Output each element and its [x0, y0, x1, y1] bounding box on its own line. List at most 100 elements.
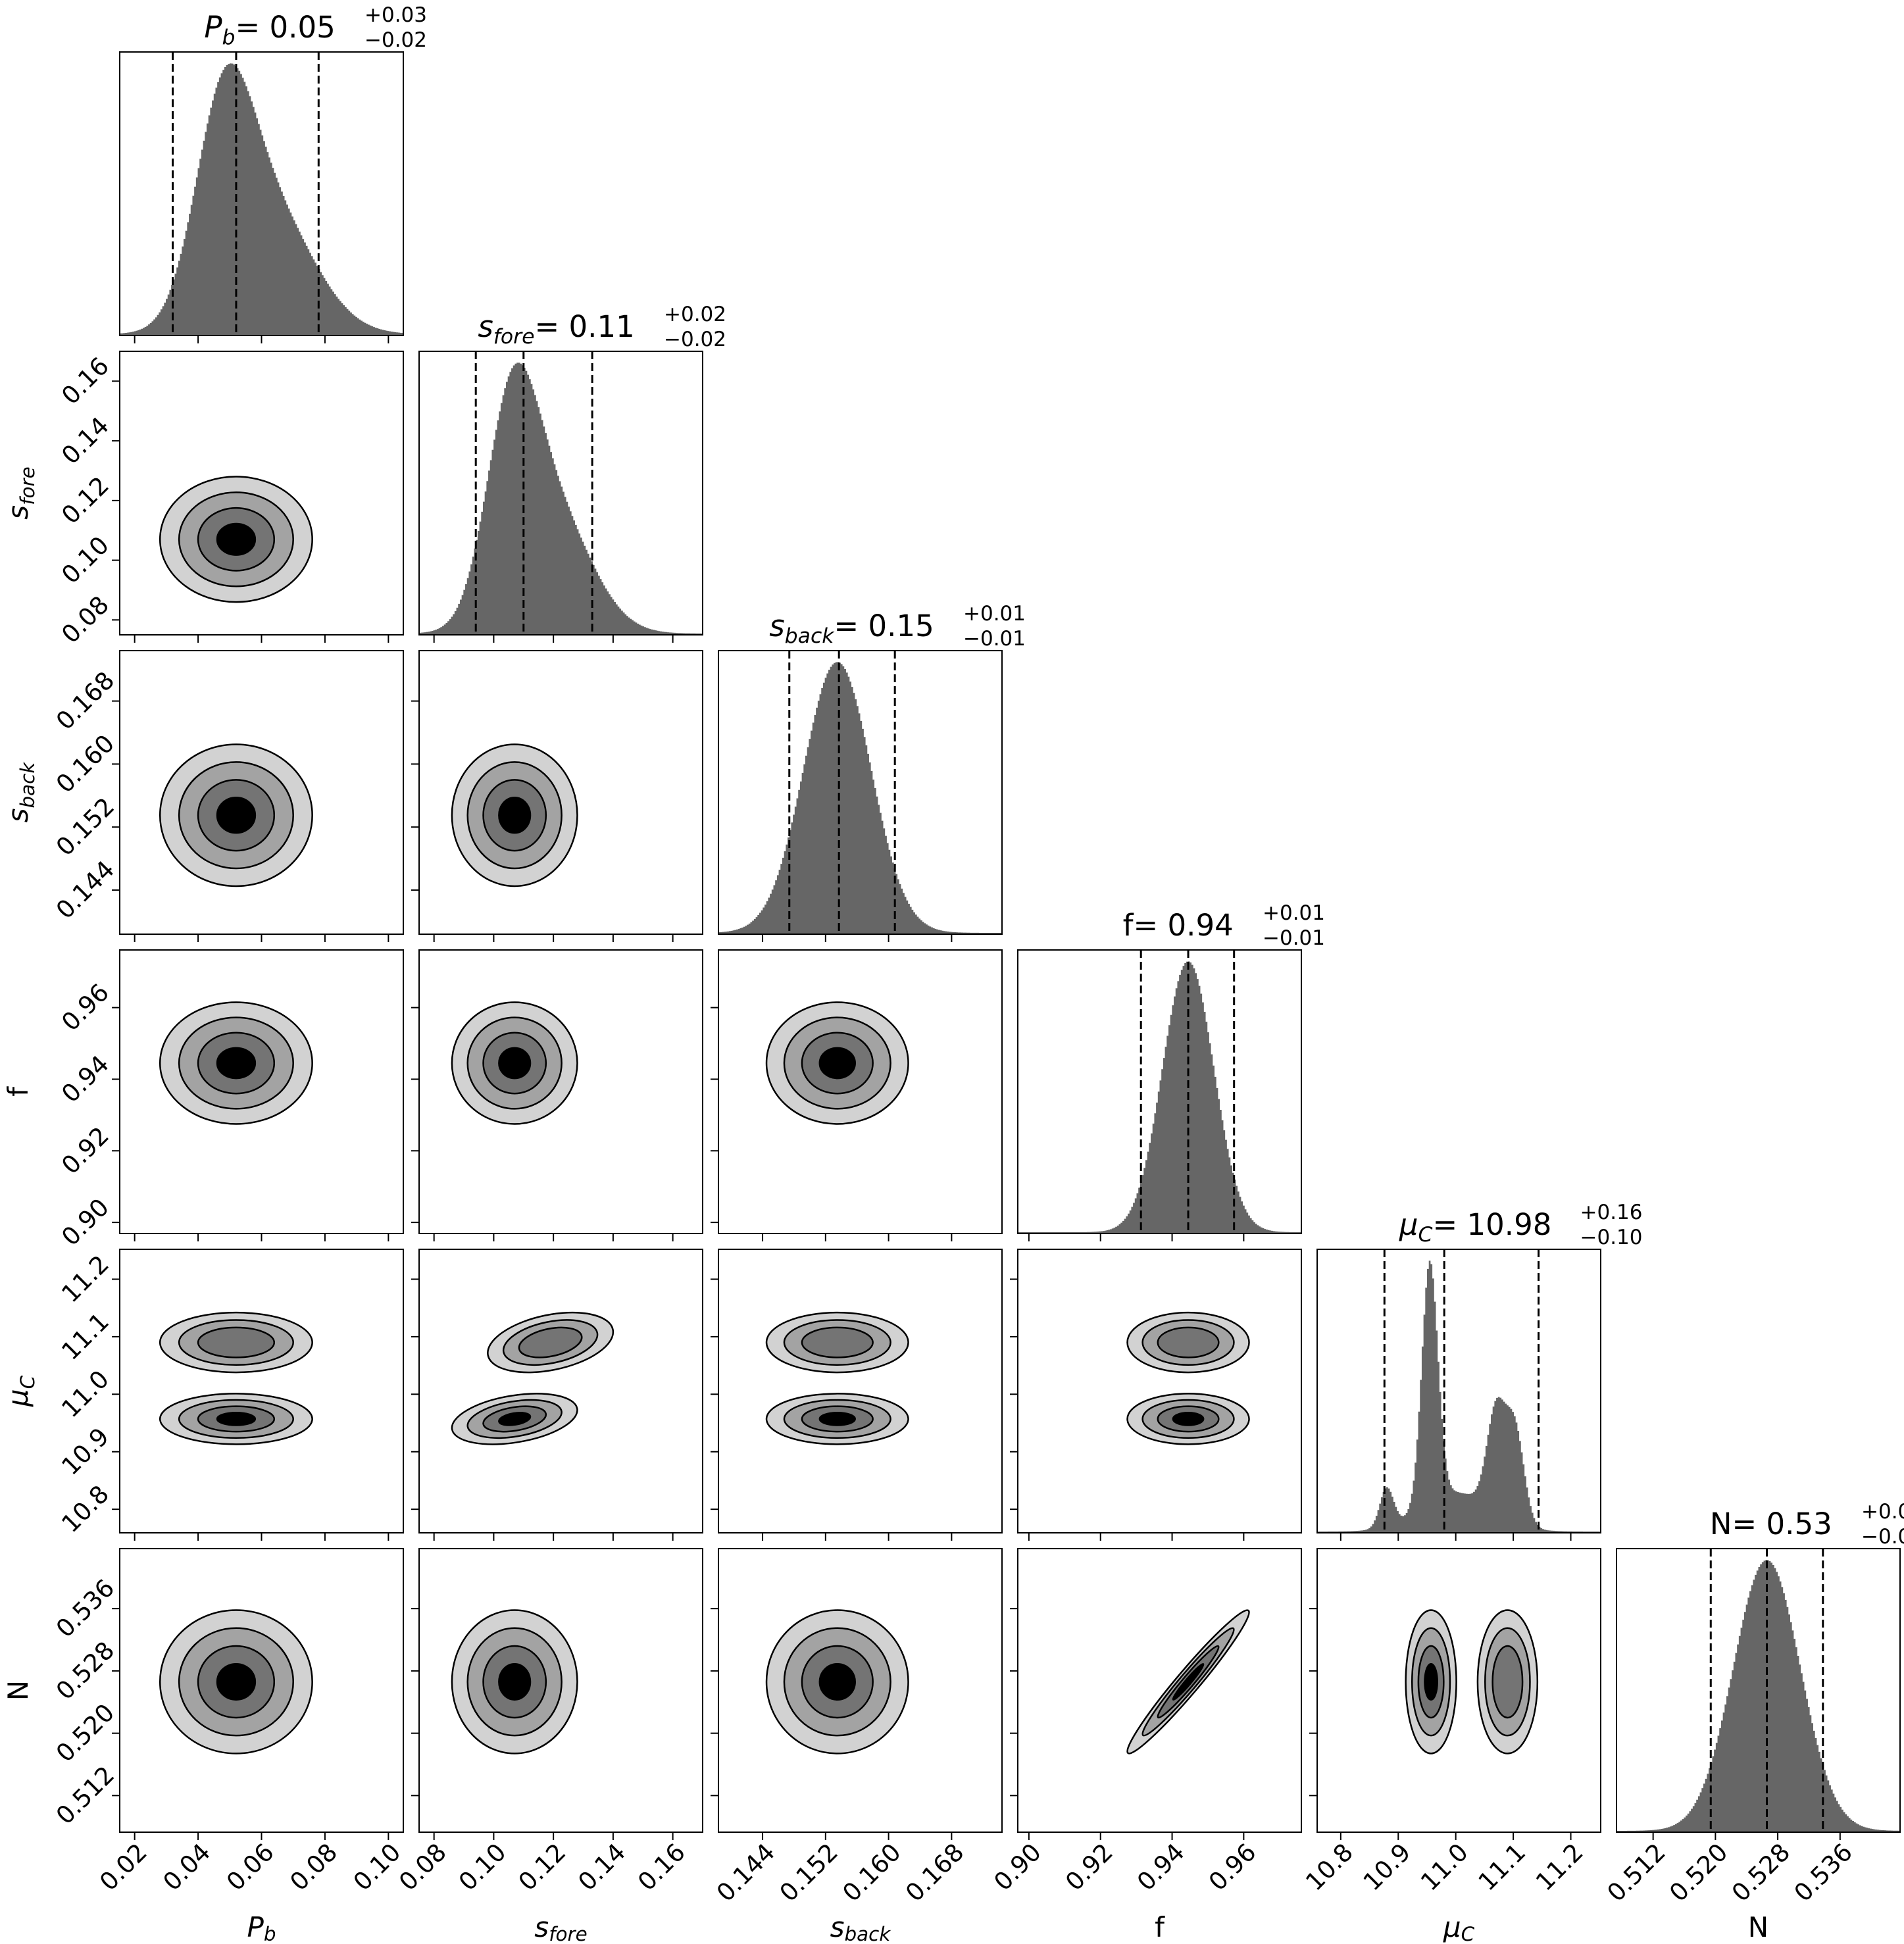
y-axis-label-mu_C-sub: C — [16, 1375, 39, 1389]
contour-level-3-mode-0 — [1172, 1412, 1205, 1426]
title-upper-error: +0.01 — [963, 602, 1026, 626]
title-label: sback — [769, 609, 835, 648]
title-label-main: s — [769, 609, 784, 643]
contour-level-3-mode-0 — [498, 1412, 532, 1426]
y-tick-label: 0.536 — [51, 1574, 120, 1643]
x-axis-label-s_back: sback — [830, 1911, 891, 1944]
title-lower-error: −0.01 — [1861, 1525, 1904, 1549]
contour-panel-s_fore-vs-f — [411, 949, 703, 1241]
x-axis-label-s_back-sub: back — [845, 1923, 891, 1944]
title-mu_C: μC = 10.98 +0.16−0.10 — [1399, 1201, 1643, 1249]
x-axis-label-N: N — [1748, 1911, 1768, 1943]
title-lower-error: −0.02 — [364, 28, 427, 52]
x-tick-label: 0.152 — [774, 1838, 843, 1907]
panel-frame — [718, 1548, 1003, 1833]
y-tick-label: 11.2 — [56, 1250, 114, 1308]
contour-level-3-mode-0 — [818, 1047, 856, 1080]
contour-panel-P_b-vs-mu_C: 10.810.911.011.111.2 — [56, 1249, 404, 1541]
contour-panel-f-vs-mu_C — [1010, 1249, 1302, 1541]
contour-panel-s_fore-vs-mu_C — [411, 1249, 703, 1541]
panel-content — [120, 52, 403, 336]
panel-frame — [1316, 1249, 1601, 1533]
histogram-f — [1018, 961, 1301, 1234]
title-upper-error: +0.02 — [664, 303, 726, 326]
title-label-sub: fore — [493, 325, 535, 349]
x-tick-label: 0.06 — [221, 1838, 280, 1897]
panel-frame — [418, 949, 703, 1234]
x-tick-label: 0.02 — [94, 1838, 153, 1897]
y-tick-label: 0.14 — [56, 411, 114, 470]
title-s_fore: sfore = 0.11 +0.02−0.02 — [478, 303, 726, 351]
x-tick-label: 0.536 — [1789, 1838, 1858, 1907]
y-tick-label: 0.10 — [56, 531, 114, 589]
y-tick-label: 11.0 — [56, 1365, 114, 1424]
title-value: = 0.05 — [236, 10, 336, 45]
y-axis-label-s_back-main: s — [2, 808, 34, 822]
title-label-sub: b — [222, 26, 236, 49]
y-axis-label-f: f — [2, 1086, 34, 1097]
x-tick-label: 0.04 — [158, 1838, 216, 1897]
x-tick-label: 11.0 — [1415, 1838, 1474, 1897]
panel-content — [1126, 1609, 1250, 1755]
panel-content — [159, 1609, 313, 1755]
title-lower-error: −0.10 — [1580, 1226, 1643, 1249]
x-tick-label: 0.14 — [572, 1838, 631, 1897]
panel-content — [718, 651, 1002, 934]
panel-frame — [1017, 1249, 1302, 1533]
title-upper-error: +0.16 — [1580, 1201, 1643, 1224]
contour-level-2-mode-1 — [197, 1326, 276, 1358]
y-tick-label: 0.90 — [56, 1193, 114, 1251]
contour-panel-s_fore-vs-s_back — [411, 650, 703, 942]
contour-level-2-mode-1 — [1157, 1326, 1220, 1358]
x-tick-label: 0.160 — [837, 1838, 906, 1907]
y-axis-label-s_fore-sub: fore — [16, 466, 39, 505]
panel-content — [1126, 1311, 1250, 1445]
x-tick-label: 0.528 — [1726, 1838, 1795, 1907]
title-label: N — [1710, 1507, 1732, 1541]
x-tick-label: 0.16 — [632, 1838, 691, 1897]
contour-level-3-mode-0 — [1172, 1662, 1205, 1701]
y-tick-label: 10.8 — [56, 1480, 114, 1538]
y-axis-label-s_back-sub: back — [16, 762, 39, 809]
x-axis-label-s_fore: sfore — [534, 1911, 587, 1944]
histogram-P_b — [120, 63, 403, 336]
histogram-panel-f: f = 0.94 +0.01−0.01 — [1017, 901, 1325, 1241]
panel-frame — [1616, 1548, 1901, 1833]
title-value: = 0.11 — [535, 309, 635, 344]
title-f: f = 0.94 +0.01−0.01 — [1123, 901, 1325, 950]
x-axis-label-f: f — [1155, 1911, 1165, 1943]
y-axis-label-mu_C: μC — [2, 1375, 39, 1407]
y-tick-label: 0.16 — [56, 352, 114, 411]
panel-content — [765, 1311, 909, 1445]
x-axis-label-P_b-main: P — [247, 1911, 264, 1943]
title-N: N = 0.53 +0.01−0.01 — [1710, 1500, 1904, 1549]
panel-frame — [1017, 1548, 1302, 1833]
panel-content — [1616, 1549, 1900, 1832]
y-axis-label-s_back: sback — [2, 762, 39, 823]
contour-panel-f-vs-N: 0.90 0.92 0.94 0.96 — [988, 1548, 1302, 1897]
title-label-sub: back — [785, 624, 836, 648]
y-axis-label-f-main: f — [2, 1086, 34, 1097]
panel-content — [1018, 950, 1301, 1234]
panel-frame — [418, 1548, 703, 1833]
histogram-s_back — [718, 662, 1002, 934]
x-axis-label-P_b-sub: b — [264, 1923, 276, 1944]
contour-level-3-mode-0 — [216, 797, 257, 834]
y-tick-label: 0.528 — [51, 1636, 120, 1705]
panel-content — [159, 743, 313, 887]
y-axis-label-N: N — [2, 1680, 34, 1701]
panel-frame — [418, 1249, 703, 1533]
histogram-panel-mu_C: μC = 10.98 +0.16−0.10 — [1316, 1201, 1643, 1541]
title-upper-error: +0.03 — [364, 3, 427, 27]
y-tick-label: 11.1 — [56, 1307, 114, 1366]
x-tick-label: 0.94 — [1132, 1838, 1190, 1897]
histogram-panel-s_back: sback = 0.15 +0.01−0.01 — [718, 602, 1026, 942]
title-value: = 0.53 — [1732, 1507, 1832, 1541]
panel-content — [159, 1311, 313, 1445]
title-label: μC — [1399, 1207, 1433, 1247]
histogram-panel-P_b: Pb = 0.05 +0.03−0.02 — [119, 3, 427, 343]
contour-panel-mu_C-vs-N: 10.810.911.011.111.2 — [1300, 1548, 1601, 1897]
